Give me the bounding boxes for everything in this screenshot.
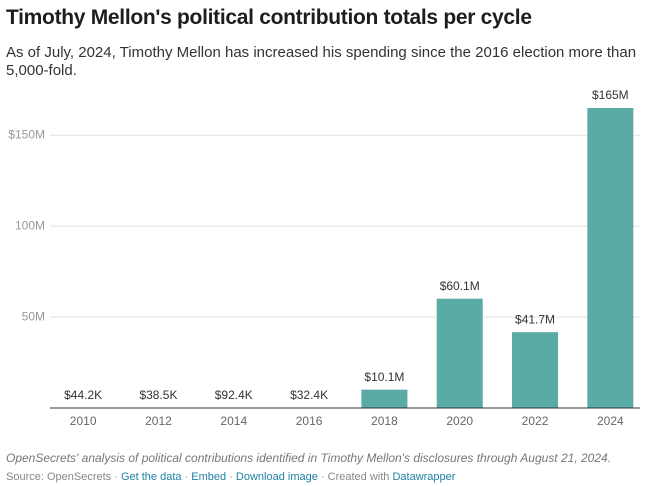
- x-tick-label: 2014: [220, 414, 247, 428]
- note: OpenSecrets' analysis of political contr…: [6, 451, 612, 465]
- x-tick-label: 2010: [70, 414, 97, 428]
- source: Source: OpenSecrets: [6, 471, 112, 483]
- link[interactable]: Download image: [235, 471, 318, 483]
- y-tick-label: $150M: [8, 127, 45, 141]
- x-tick-label: 2018: [371, 414, 398, 428]
- bar: [436, 298, 483, 408]
- value-label: $41.7M: [515, 312, 555, 326]
- value-label: $32.4K: [290, 388, 328, 402]
- value-label: $44.2K: [64, 388, 102, 402]
- x-tick-label: 2024: [597, 414, 624, 428]
- link[interactable]: Embed: [191, 471, 227, 483]
- link[interactable]: Get the data: [120, 471, 182, 483]
- chart-subtitle: As of July, 2024, Timothy Mellon has inc…: [6, 44, 637, 79]
- x-tick-label: 2022: [522, 414, 549, 428]
- bar: [512, 332, 559, 408]
- x-tick-label: 2012: [145, 414, 172, 428]
- value-label: $92.4K: [215, 388, 253, 402]
- bar: [587, 108, 634, 408]
- y-tick-label: 100M: [15, 218, 45, 232]
- value-label: $10.1M: [364, 370, 404, 384]
- footer: Source: OpenSecrets · Get the data · Emb…: [6, 471, 456, 483]
- x-tick-label: 2016: [296, 414, 323, 428]
- chart: 50M 100M $150M 2010 $44.2K 2012 $38.5K 2014 $92.…: [8, 88, 640, 428]
- value-label: $165M: [592, 88, 629, 102]
- x-tick-label: 2020: [446, 414, 473, 428]
- bar: [361, 389, 408, 408]
- value-label: $38.5K: [139, 388, 177, 402]
- value-label: $60.1M: [440, 279, 480, 293]
- credit-link[interactable]: Datawrapper: [392, 471, 456, 483]
- y-tick-label: 50M: [22, 309, 45, 323]
- credit-text: Created with: [327, 471, 390, 483]
- chart-title: Timothy Mellon's political contribution …: [6, 6, 532, 29]
